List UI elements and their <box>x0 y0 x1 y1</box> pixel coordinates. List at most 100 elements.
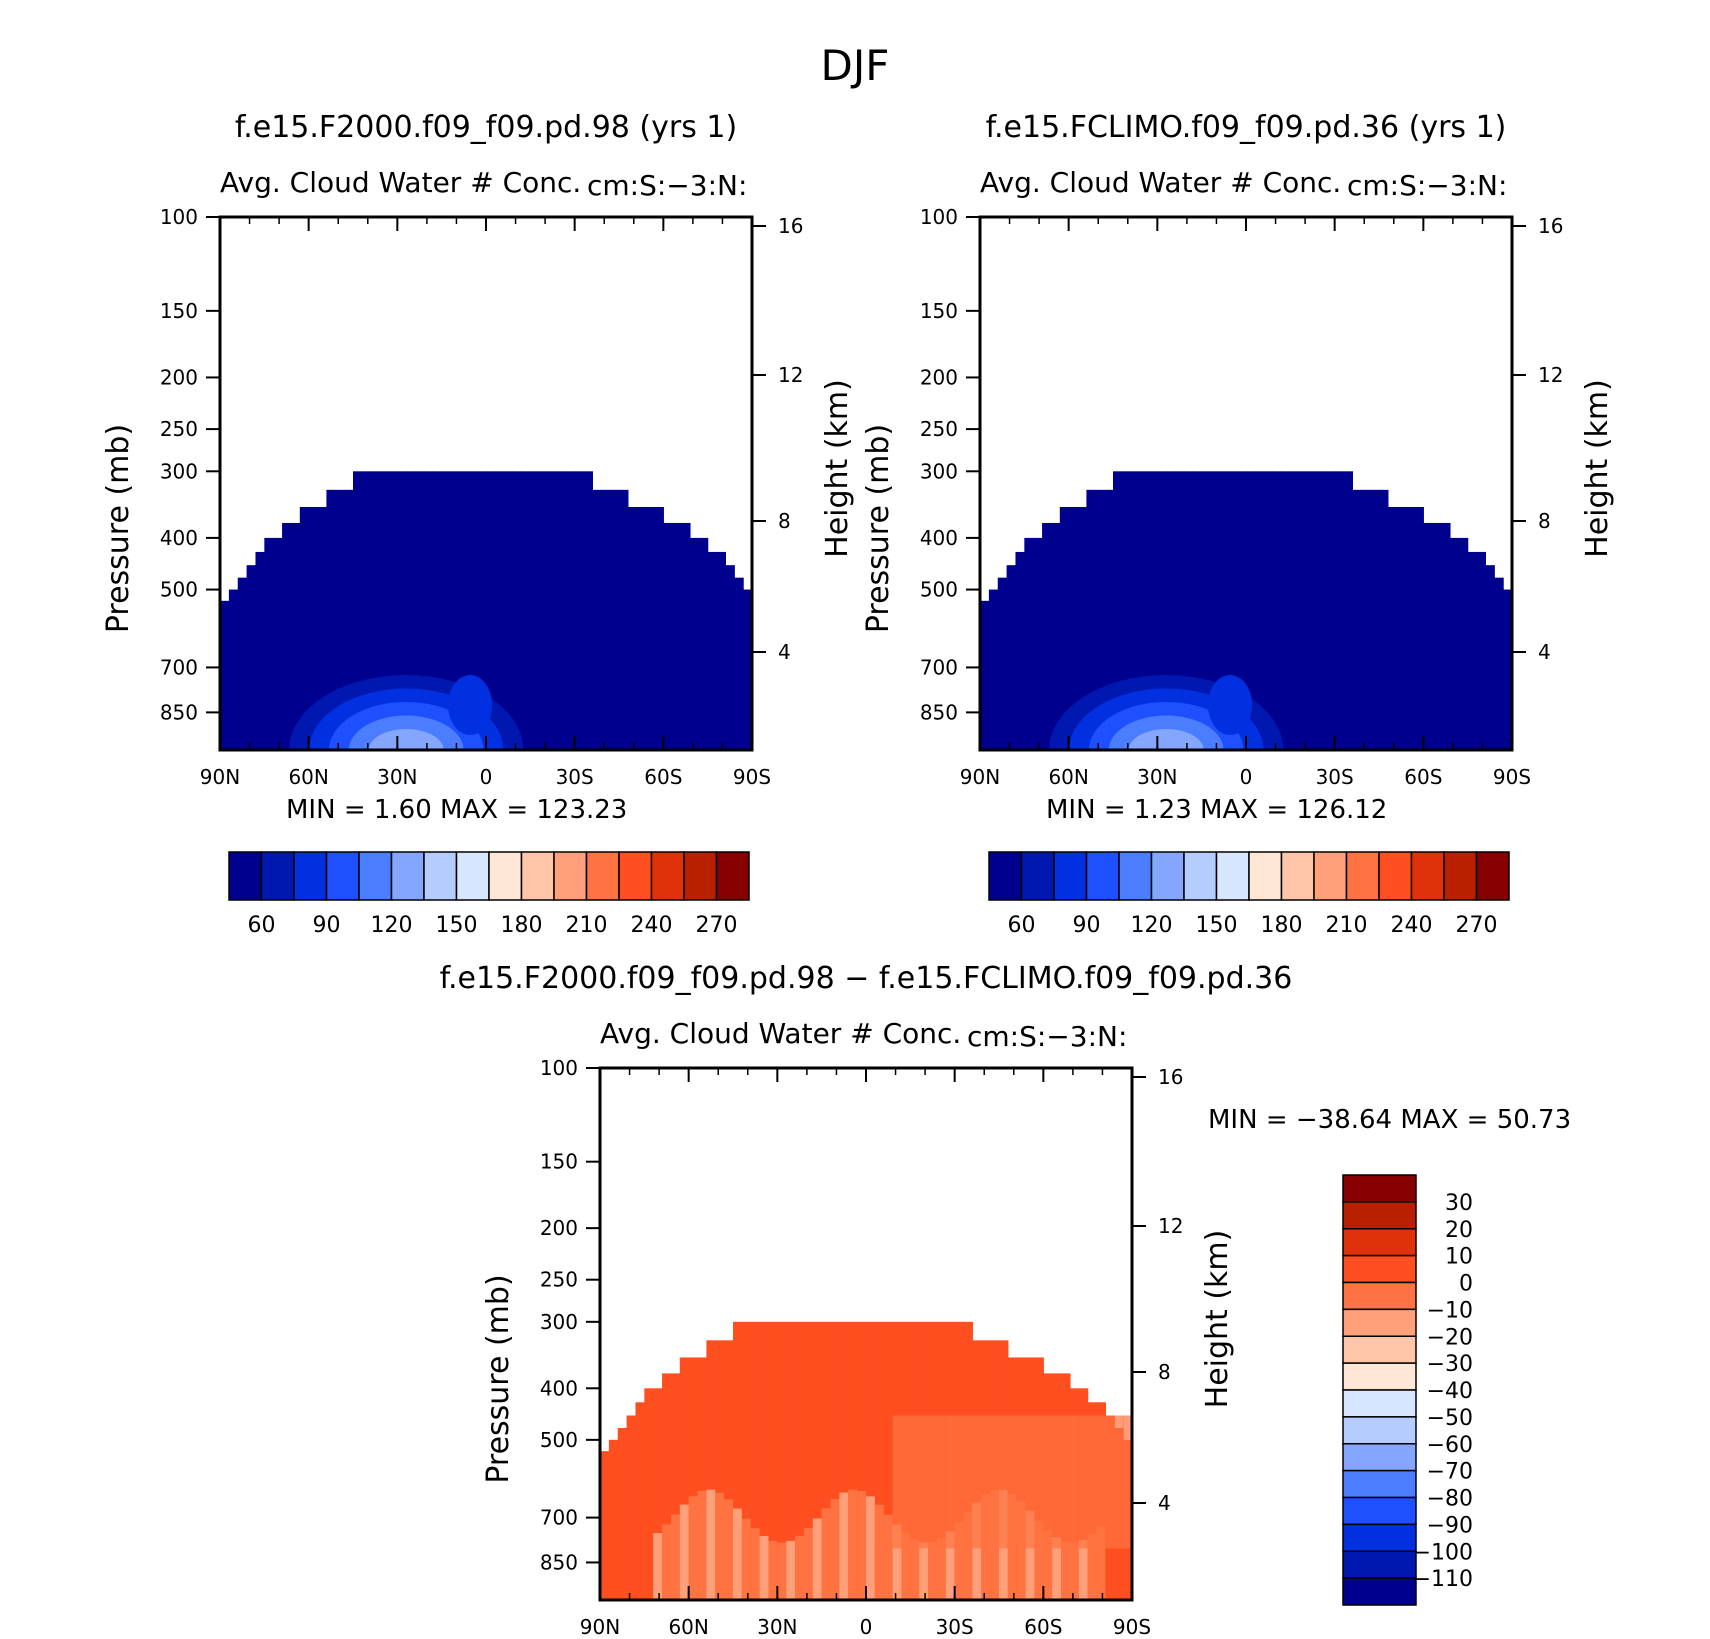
field-cell <box>512 471 523 749</box>
x-tick-label: 30S <box>556 765 594 789</box>
y-axis-title: Pressure (mb) <box>101 424 136 633</box>
y-tick-label: 100 <box>540 1056 578 1080</box>
colorbar-box <box>1053 851 1088 901</box>
field-cell <box>1494 577 1504 749</box>
colorbar-box <box>1342 1174 1417 1203</box>
field-cell <box>228 589 239 749</box>
field-cell <box>679 1504 690 1599</box>
field-cell <box>1123 1415 1133 1549</box>
field-cell <box>1432 522 1442 749</box>
panel-subtitle-right: cm:S:−3:N: <box>967 1020 1127 1053</box>
page-title: DJF <box>821 41 890 90</box>
field-cell <box>565 471 576 749</box>
colorbar-label: 180 <box>1261 913 1303 938</box>
field-cell <box>988 589 999 749</box>
colorbar-box <box>1118 851 1153 901</box>
field-cell <box>450 471 460 749</box>
field-cell <box>972 1502 982 1599</box>
field-cell <box>1025 1510 1036 1599</box>
colorbar-label: 270 <box>1456 913 1498 938</box>
field-cell <box>883 1514 894 1599</box>
x-tick-label: 60S <box>644 765 682 789</box>
colorbar-label: −10 <box>1427 1298 1473 1323</box>
field-cell <box>1006 565 1017 749</box>
y-axis-title: Pressure (mb) <box>481 1274 516 1483</box>
y-tick-label: 200 <box>540 1216 578 1240</box>
field-cell <box>892 1524 903 1599</box>
field-cell <box>1246 471 1256 749</box>
field-cell <box>1157 471 1167 749</box>
colorbar-label: 0 <box>1459 1272 1473 1297</box>
panel-subtitle-left: Avg. Cloud Water # Conc. <box>600 1017 961 1050</box>
panel-subtitle-right: cm:S:−3:N: <box>587 169 747 202</box>
colorbar-label: −90 <box>1427 1513 1473 1538</box>
y-tick-label: 100 <box>920 205 958 229</box>
field-cell <box>1308 471 1318 749</box>
panel3-group: f.e15.F2000.f09_f09.pd.98 − f.e15.FCLIMO… <box>440 961 1571 1639</box>
colorbar-label: 30 <box>1445 1191 1473 1216</box>
field-cell <box>963 1512 973 1599</box>
field-cell <box>237 577 248 749</box>
field-cell <box>1034 1520 1044 1599</box>
field-cell <box>1166 471 1176 749</box>
field-cell <box>1052 1415 1062 1549</box>
field-cell <box>1007 1415 1018 1549</box>
field-cell <box>1272 471 1283 749</box>
field-cell <box>999 1415 1009 1549</box>
field-cell <box>980 600 990 749</box>
field-cell <box>432 471 443 749</box>
y-right-axis-title: Height (km) <box>1580 379 1615 558</box>
colorbar-box <box>293 851 328 901</box>
field-cell <box>335 489 345 749</box>
y-tick-label: 200 <box>920 365 958 389</box>
y-right-tick-label: 16 <box>1538 214 1563 238</box>
field-cell <box>494 471 505 749</box>
field-cell <box>707 551 718 749</box>
x-tick-label: 60S <box>1024 1615 1062 1639</box>
colorbar-label: −30 <box>1427 1352 1473 1377</box>
y-tick-label: 250 <box>920 417 958 441</box>
colorbar-label: −60 <box>1427 1433 1473 1458</box>
colorbar-label: 240 <box>631 913 673 938</box>
colorbar-box <box>1342 1201 1417 1230</box>
field-cell <box>786 1321 796 1599</box>
field-cell <box>423 471 434 749</box>
y-tick-label: 700 <box>920 655 958 679</box>
colorbar-box <box>1280 851 1315 901</box>
field-cell <box>1043 1530 1053 1599</box>
field-cell <box>1175 471 1185 749</box>
field-cell <box>759 1535 770 1599</box>
field-cell <box>706 1489 716 1599</box>
x-tick-label: 30N <box>377 765 417 789</box>
field-cell <box>1061 1415 1071 1549</box>
panel-title: f.e15.F2000.f09_f09.pd.98 − f.e15.FCLIMO… <box>440 961 1293 996</box>
field-cell <box>997 577 1008 749</box>
mask <box>218 750 754 830</box>
field-cell <box>724 1340 734 1599</box>
colorbar-box <box>1342 1389 1417 1418</box>
field-cell <box>1015 551 1025 749</box>
y-tick-label: 500 <box>160 578 198 602</box>
colorbar-box <box>988 851 1023 901</box>
colorbar-label: −20 <box>1427 1325 1473 1350</box>
colorbar-label: 120 <box>371 913 413 938</box>
field-cell <box>874 1321 885 1599</box>
y-right-tick-label: 8 <box>778 509 791 533</box>
field-cell <box>1316 471 1327 749</box>
y-right-tick-label: 12 <box>778 363 803 387</box>
colorbar-label: 210 <box>566 913 608 938</box>
field-cell <box>1379 489 1389 749</box>
field-cell <box>317 506 327 749</box>
field-cell <box>1033 537 1043 749</box>
field-cell <box>397 471 407 749</box>
field-cell <box>539 471 549 749</box>
colorbar-label: −100 <box>1413 1540 1473 1565</box>
field-cell <box>1361 489 1371 749</box>
y-tick-label: 500 <box>920 578 958 602</box>
field-cell <box>910 1539 920 1599</box>
colorbar-label: 60 <box>1008 913 1036 938</box>
y-tick-label: 700 <box>160 655 198 679</box>
colorbar-box <box>650 851 685 901</box>
colorbar-label: −80 <box>1427 1487 1473 1512</box>
y-right-tick-label: 12 <box>1538 363 1563 387</box>
